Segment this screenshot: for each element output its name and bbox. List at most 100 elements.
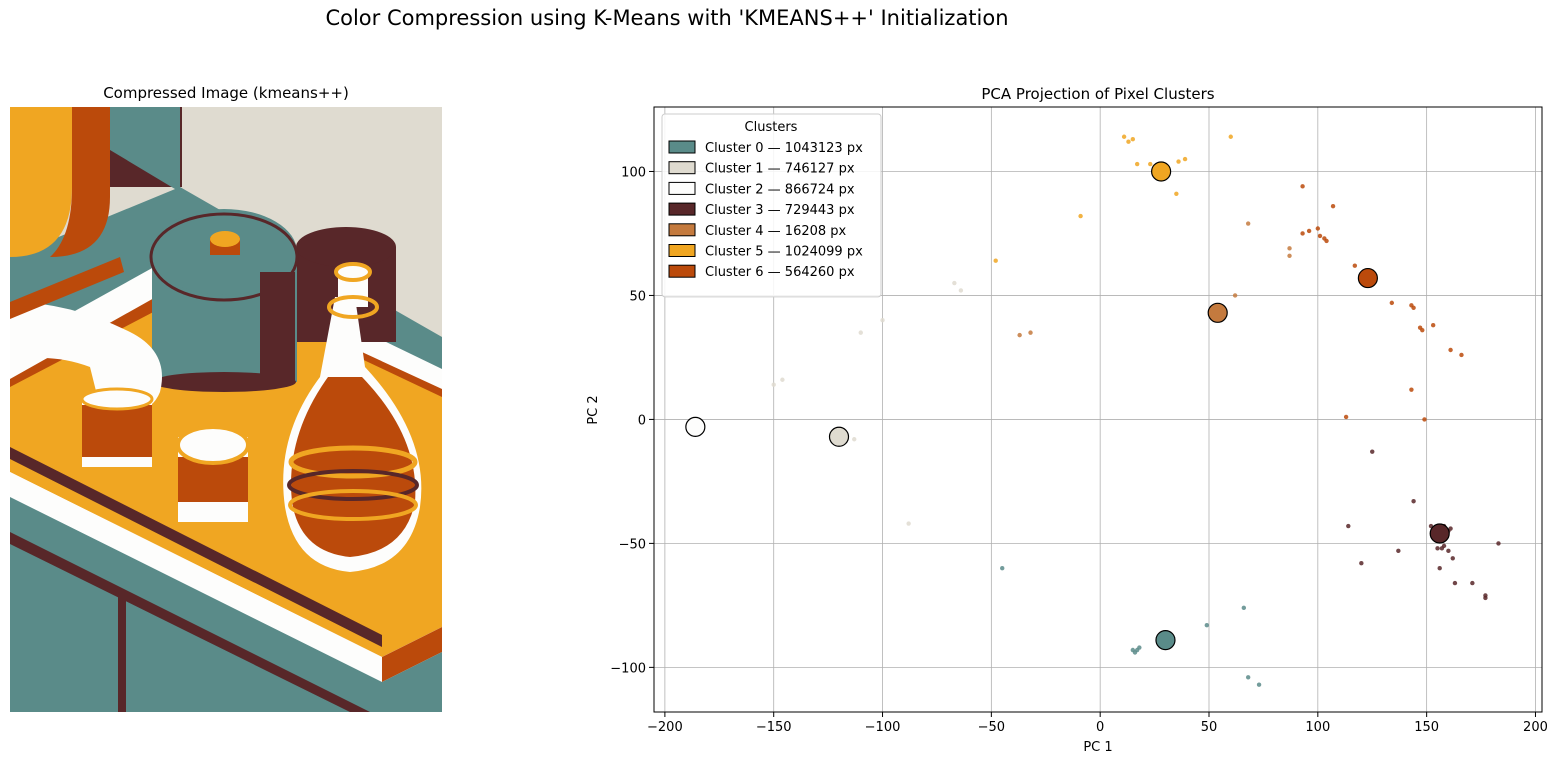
image-pot-knob-top — [210, 231, 240, 247]
cluster-6-point — [1411, 305, 1416, 311]
x-tick-label: −200 — [647, 720, 683, 735]
image-table-edge-rust — [382, 627, 442, 682]
cluster-6-point — [1459, 352, 1464, 358]
cluster-5-point — [1134, 161, 1140, 167]
cluster-1-point — [780, 377, 785, 382]
legend-label-cluster-0: Cluster 0 — 1043123 px — [705, 141, 863, 156]
cluster-6-point — [1315, 226, 1321, 231]
cluster-1-point — [958, 288, 964, 293]
cluster-0-centroid — [1155, 629, 1176, 651]
legend-label-cluster-4: Cluster 4 — 16208 px — [705, 224, 847, 239]
cluster-0-point — [1245, 675, 1251, 680]
image-cup1-top — [80, 387, 154, 411]
cluster-3-point — [1411, 499, 1416, 504]
compressed-image — [10, 107, 442, 712]
cluster-5-centroid — [1151, 161, 1172, 182]
legend-title: Clusters — [745, 120, 798, 135]
y-tick-label: −50 — [619, 537, 646, 552]
chart-legend: Clusters Cluster 0 — 1043123 px Cluster 1 … — [661, 113, 882, 298]
legend-label-cluster-5: Cluster 5 — 1024099 px — [705, 245, 863, 260]
cluster-0-point — [1256, 682, 1262, 687]
image-orange-pipe — [10, 107, 72, 257]
cluster-3-point — [1470, 580, 1475, 586]
x-tick-label: 100 — [1305, 720, 1330, 735]
legend-frame — [661, 113, 882, 298]
cluster-3-point — [1396, 548, 1401, 554]
image-arm-rail — [10, 257, 124, 319]
image-bottle-ring-3 — [288, 489, 418, 521]
cluster-3-point — [1359, 561, 1364, 566]
cluster-1-point — [852, 437, 857, 442]
cluster-5-point — [1126, 139, 1131, 144]
cluster-3-centroid — [1429, 523, 1450, 544]
cluster-6-point — [1422, 417, 1427, 422]
cluster-3-point — [1437, 565, 1442, 571]
y-tick-label: 50 — [629, 289, 646, 304]
cluster-6-point — [1448, 347, 1453, 353]
y-tick-label: −100 — [610, 661, 646, 676]
cluster-6-point — [1300, 231, 1305, 236]
plot-frame — [653, 106, 1543, 713]
cluster-5-point — [1121, 134, 1127, 139]
cluster-6-point — [1420, 327, 1425, 333]
y-axis-label: PC 2 — [586, 395, 601, 424]
cluster-6-point — [1352, 263, 1358, 268]
cluster-5-point — [1182, 156, 1188, 162]
cluster-6-point — [1317, 233, 1323, 239]
cluster-4-point — [1232, 293, 1238, 298]
legend-swatch-cluster-3 — [668, 202, 696, 216]
image-pot-shadow — [260, 272, 295, 382]
cluster-5-point — [1174, 191, 1179, 196]
y-tick-label: 100 — [621, 165, 646, 180]
legend-swatch-cluster-6 — [668, 264, 696, 278]
cluster-4-centroid — [1207, 302, 1228, 323]
cluster-5-point — [1148, 161, 1153, 167]
cluster-3-point — [1441, 543, 1447, 549]
cluster-6-point — [1409, 387, 1414, 392]
cluster-3-point — [1370, 449, 1375, 454]
cluster-4-point — [1245, 221, 1251, 226]
figure-suptitle: Color Compression using K-Means with 'KM… — [325, 6, 1009, 30]
cluster-5-point — [1176, 159, 1181, 164]
image-cup1-liquid — [82, 405, 152, 457]
cluster-6-point — [1430, 322, 1436, 328]
cluster-4-point — [1017, 332, 1022, 338]
legend-label-cluster-1: Cluster 1 — 746127 px — [705, 162, 855, 177]
image-bottle-liquid — [291, 377, 416, 557]
x-tick-label: 200 — [1523, 720, 1548, 735]
cluster-3-point — [1346, 523, 1351, 529]
image-rust-pipe — [50, 107, 110, 257]
legend-swatch-cluster-0 — [668, 140, 696, 154]
compressed-image-title: Compressed Image (kmeans++) — [103, 84, 349, 102]
legend-swatch-cluster-1 — [668, 161, 696, 175]
cluster-6-point — [1306, 228, 1312, 234]
legend-swatch-cluster-2 — [668, 181, 696, 195]
cluster-3-point — [1452, 580, 1458, 586]
cluster-1-point — [906, 521, 911, 526]
cluster-1-point — [771, 382, 776, 387]
image-bottle-collar — [327, 295, 379, 319]
legend-label-cluster-6: Cluster 6 — 564260 px — [705, 265, 855, 280]
image-cabinet-divider — [118, 592, 126, 712]
x-tick-label: −50 — [978, 720, 1005, 735]
image-bottle-cap — [334, 262, 372, 282]
cluster-6-point — [1300, 184, 1305, 189]
legend-label-cluster-3: Cluster 3 — 729443 px — [705, 203, 855, 218]
cluster-6-point — [1330, 203, 1336, 209]
cluster-6-centroid — [1357, 267, 1378, 289]
cluster-4-point — [1287, 253, 1292, 258]
cluster-3-point — [1450, 556, 1455, 561]
cluster-5-point — [1078, 213, 1083, 219]
centroid-layer — [685, 161, 1450, 651]
cluster-1-centroid — [828, 426, 850, 447]
cluster-0-point — [1241, 605, 1247, 611]
cluster-0-point — [1137, 645, 1142, 650]
cluster-6-point — [1324, 238, 1329, 244]
cluster-3-point — [1448, 526, 1453, 531]
x-tick-label: −100 — [865, 720, 901, 735]
cluster-4-point — [1028, 330, 1033, 335]
image-hand — [10, 302, 162, 410]
cluster-3-point — [1435, 546, 1440, 551]
cluster-6-point — [1389, 300, 1395, 306]
x-tick-label: −150 — [756, 720, 792, 735]
